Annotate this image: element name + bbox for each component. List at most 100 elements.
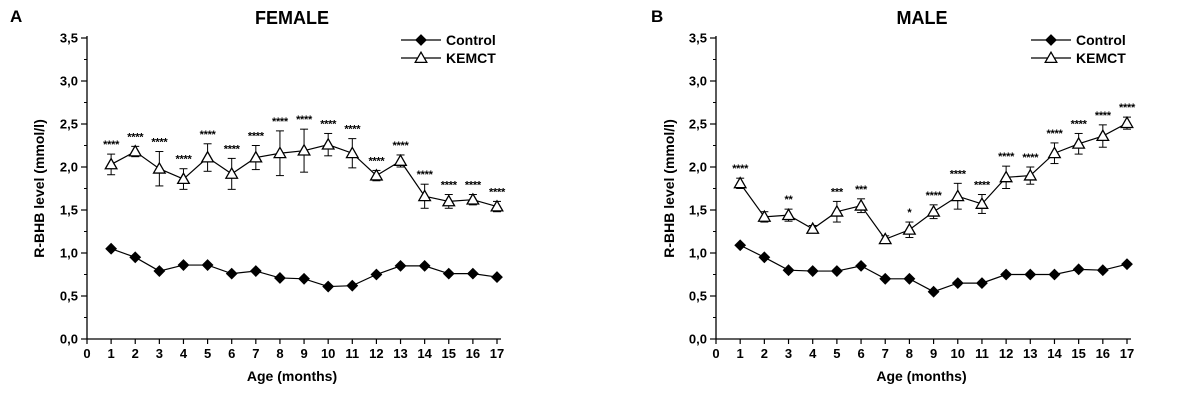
significance-label: ****: [1119, 102, 1136, 114]
significance-label: ***: [831, 186, 844, 198]
significance-label: ****: [151, 137, 168, 149]
chart-title: FEMALE: [255, 8, 329, 28]
data-point: [466, 267, 479, 280]
data-point: [249, 265, 262, 277]
significance-label: ****: [1022, 152, 1039, 164]
significance-label: ****: [248, 131, 265, 143]
y-axis-label: R-BHB level (mmol/l): [661, 119, 677, 257]
data-point: [1000, 268, 1013, 281]
data-point: [225, 267, 238, 280]
x-tick-label: 6: [228, 346, 235, 361]
data-point: [346, 279, 359, 292]
data-point: [297, 143, 311, 156]
x-tick-label: 1: [108, 346, 115, 361]
y-tick-label: 0,0: [689, 332, 707, 347]
x-tick-label: 4: [809, 346, 817, 361]
significance-label: ****: [176, 154, 193, 166]
data-point: [1121, 258, 1133, 271]
legend-marker: [1044, 50, 1058, 63]
x-tick-label: 7: [882, 346, 889, 361]
y-axis-label: R-BHB level (mmol/l): [31, 119, 47, 257]
data-point: [152, 161, 167, 174]
panel-a-letter: A: [10, 7, 22, 26]
data-point: [321, 137, 336, 150]
data-point: [830, 265, 843, 277]
legend-marker: [1045, 34, 1057, 46]
data-point: [393, 153, 408, 166]
significance-label: ****: [950, 168, 967, 180]
y-tick-label: 0,5: [60, 289, 78, 304]
data-point: [104, 157, 119, 170]
data-point: [951, 277, 964, 290]
significance-label: ****: [368, 155, 385, 167]
data-point: [465, 192, 480, 205]
x-tick-label: 17: [490, 346, 504, 361]
data-point: [854, 198, 868, 211]
significance-label: ***: [855, 184, 868, 196]
significance-label: ****: [974, 180, 991, 192]
x-tick-label: 14: [1047, 346, 1062, 361]
data-point: [805, 221, 820, 234]
x-tick-label: 4: [180, 346, 188, 361]
data-point: [394, 259, 407, 272]
significance-label: ****: [224, 143, 241, 155]
y-tick-label: 2,0: [60, 160, 78, 175]
significance-label: ****: [465, 180, 482, 192]
significance-label: ****: [489, 186, 506, 198]
x-tick-label: 9: [300, 346, 307, 361]
significance-label: ****: [926, 190, 943, 202]
data-point: [757, 209, 772, 222]
legend: Control KEMCT: [1031, 32, 1126, 66]
x-tick-label: 10: [951, 346, 965, 361]
data-point: [926, 204, 941, 217]
panel-b-letter: B: [651, 7, 663, 26]
y-tick-label: 3,5: [689, 31, 707, 46]
data-point: [490, 199, 504, 212]
significance-label: ****: [344, 124, 361, 136]
data-point: [878, 232, 893, 245]
data-point: [442, 267, 455, 280]
x-tick-label: 2: [132, 346, 139, 361]
data-point: [1095, 128, 1110, 142]
data-point: [274, 272, 286, 284]
y-tick-label: 1,0: [689, 246, 707, 261]
data-point: [1096, 264, 1109, 277]
x-tick-label: 12: [369, 346, 383, 361]
x-tick-label: 0: [712, 346, 719, 361]
x-tick-label: 8: [906, 346, 913, 361]
significance-label: ****: [320, 118, 337, 130]
x-tick-label: 5: [833, 346, 840, 361]
data-point: [370, 268, 383, 281]
legend: Control KEMCT: [401, 32, 496, 66]
significance-label: **: [785, 194, 794, 206]
series-line-kemct: [739, 122, 1128, 240]
data-point: [975, 196, 989, 209]
x-tick-label: 13: [393, 346, 407, 361]
y-tick-label: 0,5: [689, 289, 707, 304]
x-tick-label: 12: [999, 346, 1013, 361]
series-kemct: **** **** **** **** **** **** **** **** **** ****…: [103, 114, 506, 213]
data-point: [491, 271, 503, 283]
legend-label: Control: [1076, 32, 1126, 48]
data-point: [1048, 268, 1061, 281]
series-line-control: [739, 244, 1128, 293]
legend-label: Control: [446, 32, 496, 48]
x-tick-label: 9: [930, 346, 937, 361]
data-point: [200, 150, 215, 163]
data-point: [369, 168, 384, 181]
significance-label: ****: [441, 180, 458, 192]
y-tick-label: 1,0: [60, 246, 78, 261]
significance-label: ****: [272, 116, 289, 128]
legend-label: KEMCT: [446, 50, 496, 66]
data-point: [224, 166, 239, 179]
data-point: [128, 144, 143, 157]
x-tick-label: 3: [156, 346, 163, 361]
x-tick-label: 7: [252, 346, 259, 361]
x-tick-label: 6: [857, 346, 864, 361]
x-tick-label: 17: [1120, 346, 1134, 361]
data-point: [129, 251, 142, 264]
series-control: [734, 239, 1133, 298]
y-tick-label: 1,5: [689, 203, 707, 218]
x-tick-label: 11: [975, 346, 989, 361]
